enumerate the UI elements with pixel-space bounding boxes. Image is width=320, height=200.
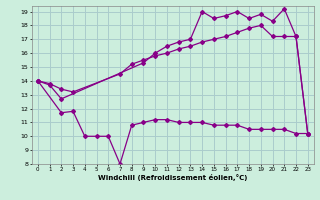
X-axis label: Windchill (Refroidissement éolien,°C): Windchill (Refroidissement éolien,°C) xyxy=(98,174,247,181)
